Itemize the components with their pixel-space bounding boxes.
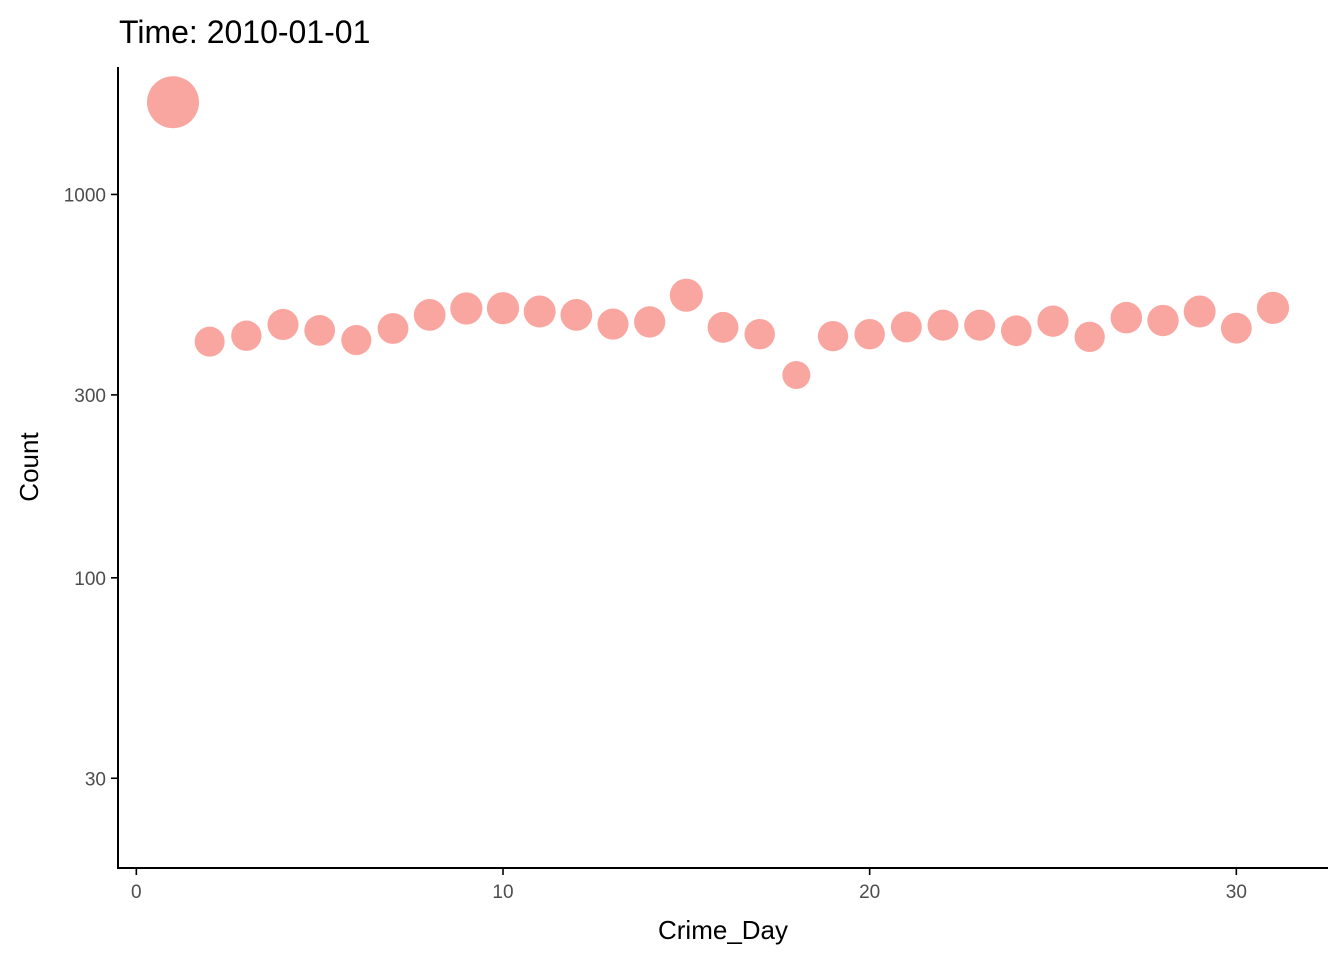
- data-point: [560, 299, 593, 331]
- data-point: [964, 309, 996, 341]
- data-point: [1000, 315, 1032, 347]
- data-point: [782, 361, 811, 390]
- y-tick-label: 100: [74, 569, 106, 590]
- y-axis-title: Count: [14, 432, 44, 502]
- data-point: [1256, 291, 1290, 324]
- data-point: [231, 320, 262, 351]
- data-point: [523, 295, 556, 328]
- data-point: [1074, 321, 1105, 353]
- y-tick-label: 300: [74, 386, 106, 407]
- data-point: [1110, 301, 1143, 334]
- data-point: [817, 320, 849, 352]
- x-tick-label: 30: [1226, 882, 1247, 903]
- chart-title: Time: 2010-01-01: [119, 14, 370, 50]
- data-points: [147, 76, 1290, 390]
- data-point: [1183, 295, 1216, 328]
- data-point: [377, 313, 409, 344]
- data-point: [634, 306, 666, 338]
- data-point: [147, 76, 199, 129]
- data-point: [854, 318, 885, 350]
- data-point: [1037, 305, 1069, 337]
- x-tick-label: 10: [492, 882, 513, 903]
- data-point: [194, 326, 225, 357]
- data-point: [1147, 304, 1179, 337]
- data-point: [707, 311, 739, 343]
- data-point: [341, 325, 372, 356]
- y-tick-label: 1000: [64, 185, 106, 206]
- data-point: [669, 278, 703, 312]
- data-point: [597, 308, 629, 340]
- data-point: [450, 292, 483, 325]
- data-point: [267, 308, 299, 341]
- x-tick-label: 0: [131, 882, 142, 903]
- x-axis-ticks: 0 10 20 30: [131, 868, 1247, 903]
- data-point: [744, 318, 775, 350]
- x-axis-title: Crime_Day: [658, 915, 788, 945]
- y-tick-label: 30: [85, 769, 106, 790]
- data-point: [486, 292, 520, 325]
- x-tick-label: 20: [859, 882, 880, 903]
- data-point: [890, 311, 922, 343]
- data-point: [927, 309, 959, 341]
- data-point: [413, 299, 446, 331]
- data-point: [304, 315, 336, 346]
- y-axis-ticks: 30 100 300 1000: [64, 185, 118, 790]
- data-point: [1220, 312, 1252, 344]
